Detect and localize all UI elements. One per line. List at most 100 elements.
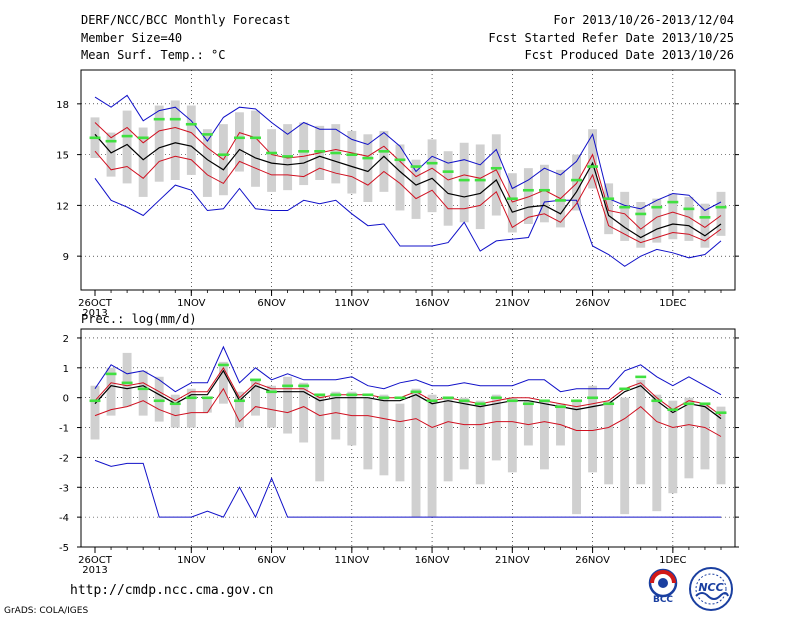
mean-marker — [266, 151, 278, 155]
mean-marker — [699, 402, 711, 406]
ensemble-bar — [395, 403, 405, 482]
ensemble-bar — [620, 397, 630, 515]
mean-marker — [282, 384, 294, 388]
y-tick-label: -4 — [59, 513, 69, 524]
mean-marker — [394, 158, 406, 162]
ensemble-bar — [443, 151, 453, 226]
y-tick-label: -1 — [59, 424, 69, 435]
series-line-median — [94, 133, 722, 239]
mean-marker — [426, 399, 438, 403]
x-tick-label: 11NOV — [334, 298, 369, 309]
fcst-produced-label: Fcst Produced Date 2013/10/26 — [524, 48, 734, 62]
mean-marker — [314, 393, 326, 397]
ensemble-bar — [620, 191, 630, 241]
ensemble-bar — [668, 400, 678, 494]
ensemble-bar — [636, 202, 646, 248]
member-size-label: Member Size=40 — [81, 31, 183, 45]
mean-marker — [234, 136, 245, 140]
x-tick-label: 21NOV — [495, 555, 530, 566]
x-tick-label: 1DEC — [659, 298, 686, 309]
x-tick-label: 26NOV — [575, 555, 610, 566]
ensemble-bar — [90, 385, 100, 440]
mean-marker — [715, 205, 727, 209]
grads-credit: GrADS: COLA/IGES — [4, 606, 89, 616]
mean-marker — [298, 150, 310, 153]
mean-marker — [571, 399, 582, 403]
ensemble-bar — [411, 159, 421, 219]
x-tick-label: 2013 — [82, 565, 107, 576]
series-line-max — [94, 94, 722, 212]
ensemble-bar — [507, 397, 517, 473]
ensemble-bar — [379, 130, 389, 192]
mean-marker — [442, 396, 454, 400]
precip-subtitle: Prec.: log(mm/d) — [81, 312, 197, 326]
ensemble-bar — [186, 105, 196, 175]
bcc-logo: BCC — [642, 566, 684, 608]
mean-marker — [282, 155, 294, 158]
mean-marker — [683, 402, 695, 406]
ensemble-bar — [331, 391, 341, 440]
mean-marker — [153, 399, 165, 403]
mean-marker — [234, 399, 245, 403]
mean-marker — [651, 205, 663, 209]
mean-marker — [362, 393, 374, 397]
ensemble-bar — [202, 129, 212, 197]
series-line-max — [94, 345, 722, 396]
mean-marker — [635, 212, 647, 216]
chart-title: DERF/NCC/BCC Monthly Forecast — [81, 13, 291, 27]
mean-marker — [490, 166, 502, 170]
mean-marker — [506, 399, 518, 403]
ensemble-bar — [122, 110, 132, 184]
ensemble-bar — [202, 397, 212, 413]
ensemble-bar — [491, 134, 501, 216]
ensemble-bar — [170, 100, 180, 180]
mean-marker — [346, 153, 358, 157]
series-line-min — [94, 459, 721, 519]
ensemble-bar — [379, 394, 389, 476]
series-line-min — [94, 178, 722, 267]
mean-marker — [105, 139, 117, 143]
ensemble-bar — [347, 391, 357, 446]
mean-marker — [587, 396, 599, 400]
ensemble-bar — [363, 134, 373, 202]
ensemble-bar — [154, 105, 164, 182]
ensemble-bar — [411, 388, 421, 518]
ensemble-bar — [700, 203, 710, 248]
ensemble-bar — [604, 183, 614, 235]
x-tick-label: 1NOV — [177, 555, 206, 566]
mean-marker — [201, 133, 213, 136]
ensemble-bar — [299, 382, 309, 443]
plot-frame — [80, 328, 736, 548]
mean-marker — [619, 205, 631, 209]
mean-marker — [490, 396, 502, 400]
mean-marker — [346, 393, 358, 397]
ensemble-bar — [347, 130, 357, 194]
mean-marker — [667, 408, 679, 412]
x-tick-label: 1NOV — [177, 298, 206, 309]
mean-marker — [394, 396, 406, 400]
y-tick-label: 18 — [56, 100, 69, 111]
mean-marker — [217, 153, 229, 157]
mean-marker — [458, 399, 470, 403]
x-tick-label: 6NOV — [257, 555, 286, 566]
ensemble-bar — [636, 379, 646, 485]
y-tick-label: -3 — [59, 483, 69, 494]
ensemble-bar — [106, 132, 116, 177]
ensemble-bar — [122, 352, 132, 407]
mean-marker — [105, 372, 117, 376]
mean-marker — [555, 199, 566, 202]
y-tick-label: 2 — [63, 334, 69, 345]
source-url[interactable]: http://cmdp.ncc.cma.gov.cn — [70, 583, 274, 598]
mean-marker — [555, 405, 566, 409]
x-tick-label: 26OCT — [78, 555, 113, 566]
mean-marker — [410, 165, 422, 168]
mean-marker — [571, 178, 582, 182]
ensemble-bar — [427, 394, 437, 518]
mean-marker — [522, 402, 534, 406]
y-tick-label: 1 — [63, 364, 69, 375]
mean-marker — [699, 216, 711, 219]
mean-marker — [410, 390, 422, 394]
ensemble-bar — [716, 191, 726, 236]
